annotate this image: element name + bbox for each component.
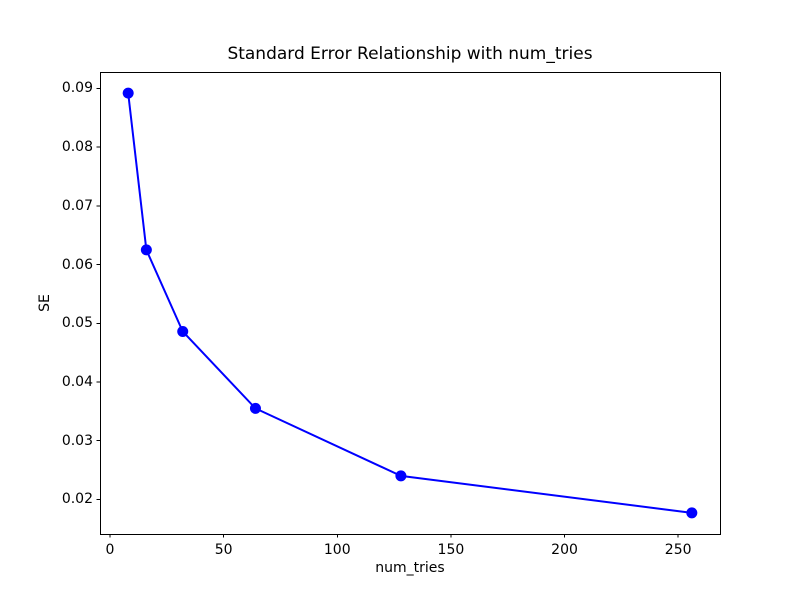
series-line <box>127 92 693 514</box>
y-tick-label: 0.06 <box>61 256 93 273</box>
y-tick-label: 0.09 <box>61 80 93 97</box>
y-tick-label: 0.02 <box>61 491 93 508</box>
axes-spines <box>100 72 721 535</box>
x-tick-label: 100 <box>323 542 351 558</box>
x-tick-label: 0 <box>105 542 115 558</box>
y-tick-label: 0.07 <box>61 197 93 214</box>
data-point <box>249 402 261 414</box>
y-tick-label: 0.04 <box>61 373 93 390</box>
data-point <box>177 325 189 337</box>
x-tick-label: 150 <box>437 542 465 558</box>
y-tick-label: 0.08 <box>61 139 93 156</box>
x-tick-label: 250 <box>664 542 692 558</box>
data-point <box>395 470 407 482</box>
chart-title: Standard Error Relationship with num_tri… <box>227 44 593 64</box>
data-point <box>122 87 134 99</box>
y-tick-label: 0.03 <box>61 432 93 449</box>
x-tick-label: 50 <box>214 542 233 558</box>
data-point <box>686 507 698 519</box>
y-tick-label: 0.05 <box>61 315 93 332</box>
data-point <box>140 244 152 256</box>
x-tick-label: 200 <box>551 542 578 558</box>
x-axis-label: num_tries <box>375 560 445 576</box>
